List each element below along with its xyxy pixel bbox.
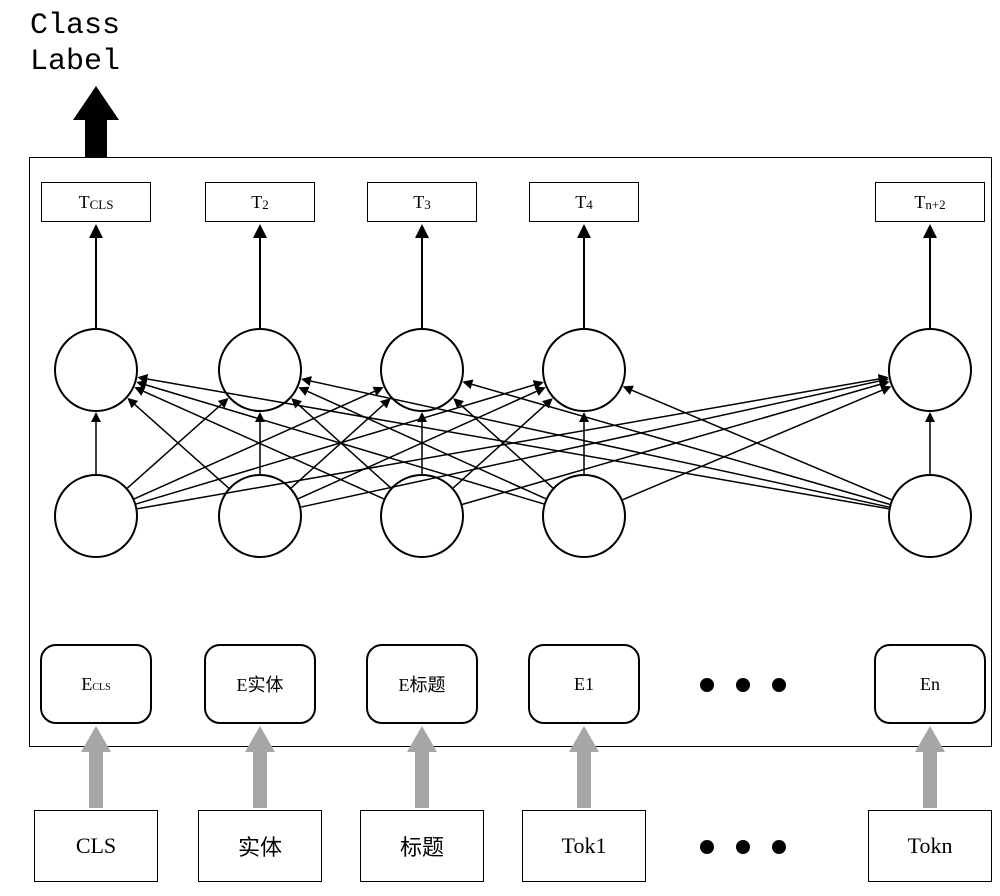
e-label: E实体 [237,671,284,697]
class-label-line1: Class [30,9,120,43]
t-box-cls: TCLS [41,182,151,222]
node-bot-0 [54,474,138,558]
input-box-title: 标题 [360,810,484,882]
in-label: CLS [76,833,116,859]
in-label: 实体 [238,830,282,862]
e-box-cls: ECLS [40,644,152,724]
class-label-line2: Label [30,45,120,79]
t-box-4: T4 [529,182,639,222]
t-sub: 2 [262,197,269,213]
t-box-2: T2 [205,182,315,222]
e-sub: CLS [92,682,110,693]
e-box-en: En [874,644,986,724]
t-label: T [79,192,90,213]
encoder-box [29,157,992,747]
t-box-3: T3 [367,182,477,222]
e-box-title: E标题 [366,644,478,724]
diagram-canvas: Class Label TCLS T2 T3 T4 Tn+2 ECLS E实体 … [0,0,1000,896]
input-box-tok1: Tok1 [522,810,646,882]
input-box-entity: 实体 [198,810,322,882]
t-label: T [413,192,424,213]
node-bot-1 [218,474,302,558]
input-box-tokn: Tokn [868,810,992,882]
node-top-1 [218,328,302,412]
ellipsis-dots-e [700,678,786,692]
t-sub: n+2 [925,197,945,213]
t-label: T [251,192,262,213]
dot [736,678,750,692]
in-label: Tok1 [562,833,607,859]
node-top-0 [54,328,138,412]
node-bot-3 [542,474,626,558]
t-sub: CLS [90,197,114,213]
dot [700,840,714,854]
e-box-e1: E1 [528,644,640,724]
dot [736,840,750,854]
input-box-cls: CLS [34,810,158,882]
t-sub: 4 [586,197,593,213]
node-top-2 [380,328,464,412]
e-label: En [920,674,940,695]
e-box-entity: E实体 [204,644,316,724]
node-top-3 [542,328,626,412]
e-label: E1 [574,674,594,695]
dot [700,678,714,692]
t-box-n2: Tn+2 [875,182,985,222]
node-bot-2 [380,474,464,558]
t-sub: 3 [424,197,431,213]
ellipsis-dots-input [700,840,786,854]
e-label: E [81,674,92,695]
t-label: T [575,192,586,213]
node-top-4 [888,328,972,412]
node-bot-4 [888,474,972,558]
dot [772,678,786,692]
class-label: Class Label [30,8,120,80]
in-label: 标题 [400,830,444,862]
in-label: Tokn [908,833,953,859]
dot [772,840,786,854]
t-label: T [914,192,925,213]
e-label: E标题 [399,671,446,697]
